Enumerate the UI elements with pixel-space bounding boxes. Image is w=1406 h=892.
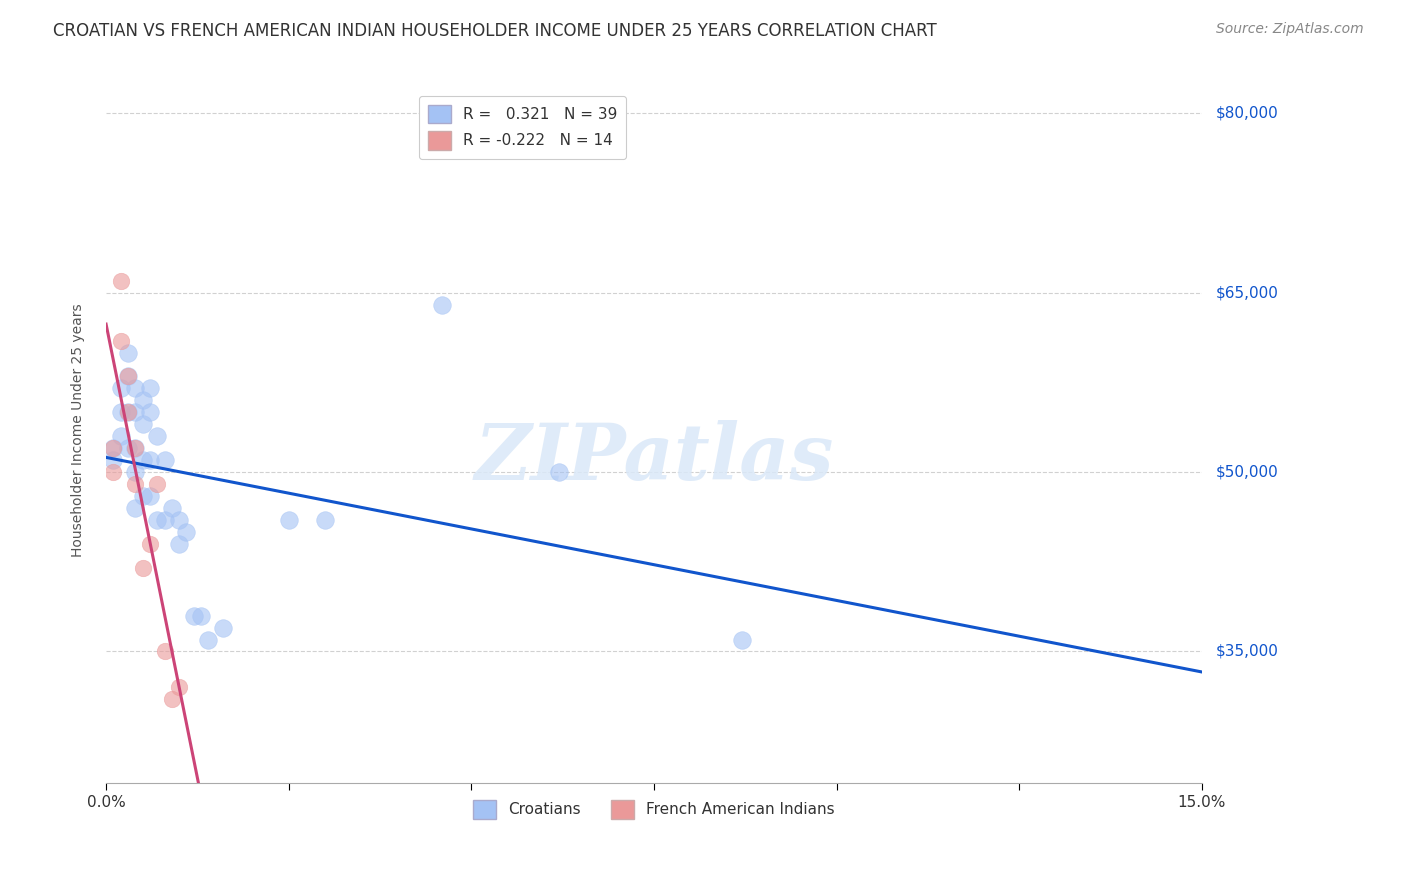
Point (110, 429, 132, 443)
Point (160, 692, 183, 706)
Legend: Croatians, French American Indians: Croatians, French American Indians (467, 794, 841, 825)
Point (277, 513, 299, 527)
Point (153, 513, 176, 527)
Point (146, 429, 169, 443)
Point (183, 608, 205, 623)
Text: $80,000: $80,000 (1216, 106, 1278, 120)
Point (103, 453, 125, 467)
Point (176, 524, 198, 539)
Point (548, 465, 571, 479)
Point (124, 465, 146, 479)
Point (124, 477, 146, 491)
Point (117, 369, 139, 384)
Point (131, 453, 153, 467)
Point (117, 405, 139, 419)
Point (103, 441, 125, 455)
Point (117, 345, 139, 359)
Text: $50,000: $50,000 (1216, 465, 1278, 480)
Point (153, 453, 176, 467)
Text: $65,000: $65,000 (1216, 285, 1278, 301)
Point (167, 537, 190, 551)
Point (124, 441, 146, 455)
Point (103, 465, 125, 479)
Point (160, 500, 183, 515)
Text: CROATIAN VS FRENCH AMERICAN INDIAN HOUSEHOLDER INCOME UNDER 25 YEARS CORRELATION: CROATIAN VS FRENCH AMERICAN INDIAN HOUSE… (53, 22, 938, 40)
Point (110, 334, 132, 348)
Point (167, 681, 190, 695)
Point (124, 500, 146, 515)
Point (139, 489, 162, 503)
Point (430, 298, 453, 312)
Y-axis label: Householder Income Under 25 years: Householder Income Under 25 years (72, 303, 86, 557)
Point (212, 621, 235, 635)
Text: Source: ZipAtlas.com: Source: ZipAtlas.com (1216, 22, 1364, 37)
Point (190, 608, 212, 623)
Point (124, 441, 146, 455)
Point (110, 405, 132, 419)
Point (124, 405, 146, 419)
Point (139, 453, 162, 467)
Point (146, 477, 169, 491)
Point (131, 393, 153, 408)
Point (146, 513, 169, 527)
Text: $35,000: $35,000 (1216, 644, 1278, 659)
Text: ZIPatlas: ZIPatlas (474, 420, 834, 497)
Point (131, 417, 153, 432)
Point (131, 489, 153, 503)
Point (314, 513, 336, 527)
Point (117, 441, 139, 455)
Point (110, 381, 132, 395)
Point (139, 381, 162, 395)
Point (117, 405, 139, 419)
Point (167, 513, 190, 527)
Point (197, 632, 219, 647)
Point (139, 405, 162, 419)
Point (110, 274, 132, 288)
Point (124, 381, 146, 395)
Point (139, 537, 162, 551)
Point (103, 441, 125, 455)
Point (153, 644, 176, 658)
Point (730, 632, 752, 647)
Point (117, 369, 139, 384)
Point (131, 561, 153, 575)
